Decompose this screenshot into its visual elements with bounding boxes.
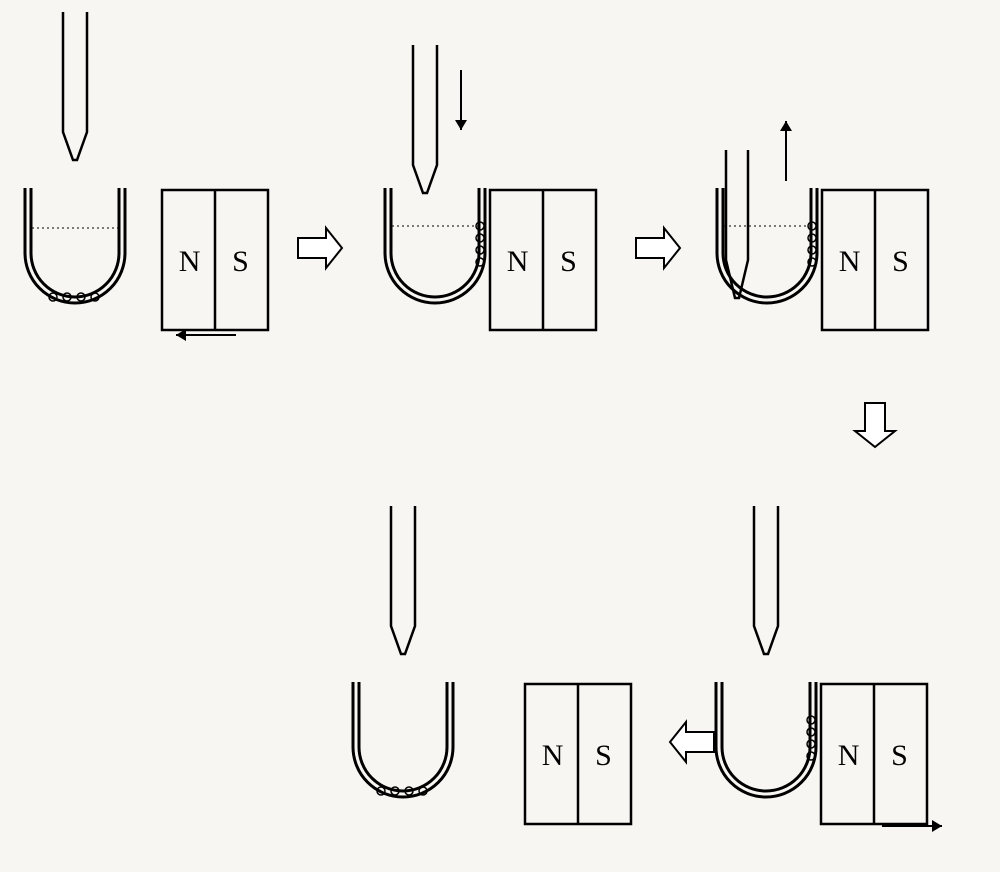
flow-arrow: [636, 228, 680, 268]
magnet-label-s: S: [232, 245, 249, 278]
tube-outer: [385, 188, 485, 303]
magnet-label-s: S: [595, 739, 612, 772]
magnet: NS: [162, 190, 268, 330]
pipette: [63, 12, 87, 160]
magnet: NS: [490, 190, 596, 330]
diagram-canvas: NSNSNSNSNS: [0, 0, 1000, 872]
pipette: [754, 506, 778, 654]
tube-outer: [25, 188, 125, 303]
magnet: NS: [525, 684, 631, 824]
tube-inner: [31, 188, 119, 297]
magnet: NS: [821, 684, 927, 824]
magnet: NS: [822, 190, 928, 330]
pipette: [413, 45, 437, 193]
tube-inner: [723, 188, 811, 297]
flow-arrow: [670, 722, 714, 762]
tube-inner: [359, 682, 447, 791]
magnet-label-s: S: [891, 739, 908, 772]
flow-arrow: [855, 403, 895, 447]
tube-outer: [353, 682, 453, 797]
magnet-label-n: N: [507, 245, 529, 278]
flow-arrow: [298, 228, 342, 268]
magnet-label-s: S: [560, 245, 577, 278]
magnet-label-n: N: [838, 739, 860, 772]
tube-inner: [391, 188, 479, 297]
magnet-label-s: S: [892, 245, 909, 278]
direction-arrowhead: [455, 120, 467, 130]
magnet-label-n: N: [542, 739, 564, 772]
tube-outer: [716, 682, 816, 797]
magnet-label-n: N: [839, 245, 861, 278]
pipette: [391, 506, 415, 654]
magnet-label-n: N: [179, 245, 201, 278]
tube-inner: [722, 682, 810, 791]
pipette: [726, 150, 748, 298]
direction-arrowhead: [932, 820, 942, 832]
direction-arrowhead: [780, 121, 792, 131]
